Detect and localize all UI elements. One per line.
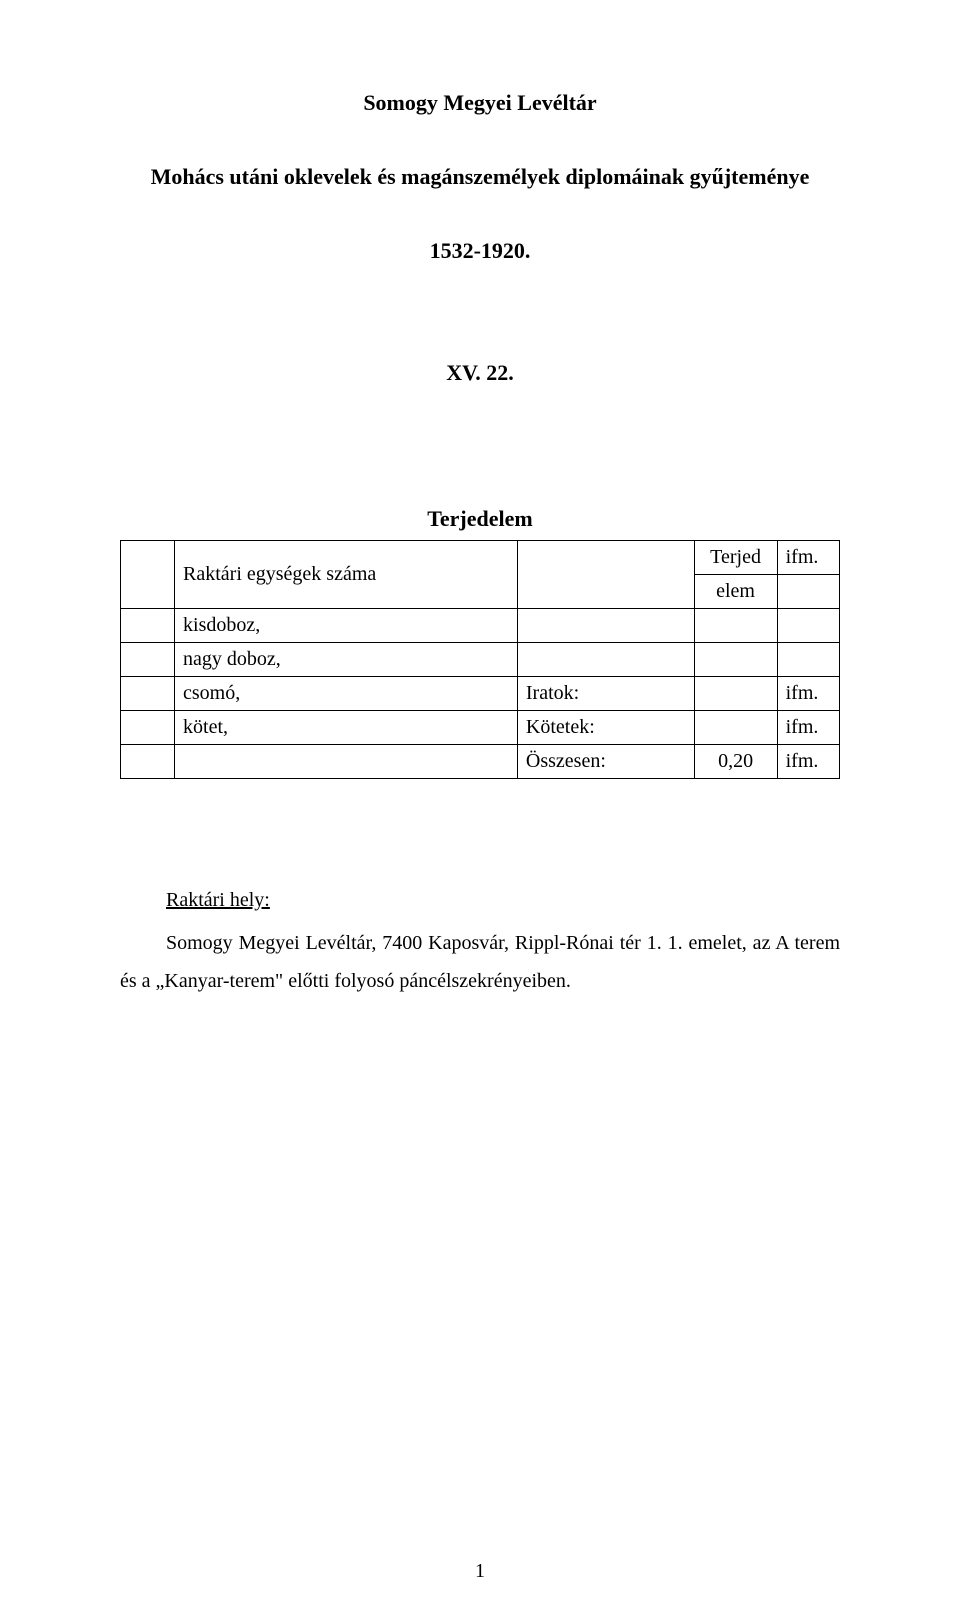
extent-header-bottom: elem <box>694 575 777 609</box>
archive-title: Somogy Megyei Levéltár <box>120 90 840 116</box>
storage-heading: Raktári hely: <box>120 889 840 912</box>
row-c5 <box>777 643 839 677</box>
row-c5: ifm. <box>777 711 839 745</box>
row-label: kötet, <box>175 711 518 745</box>
series-code: XV. 22. <box>120 360 840 386</box>
row-c4 <box>694 609 777 643</box>
row-c3 <box>517 643 694 677</box>
extent-table: Raktári egységek száma Terjed ifm. elem … <box>120 540 840 779</box>
row-c5 <box>777 609 839 643</box>
table-row: kisdoboz, <box>121 609 840 643</box>
year-range: 1532-1920. <box>120 238 840 264</box>
row-label: csomó, <box>175 677 518 711</box>
row-c5: ifm. <box>777 677 839 711</box>
table-row: Összesen: 0,20 ifm. <box>121 745 840 779</box>
row-c3: Iratok: <box>517 677 694 711</box>
extent-section: Terjedelem Raktári egységek száma Terjed… <box>120 506 840 779</box>
row-c4 <box>694 711 777 745</box>
row-c5: ifm. <box>777 745 839 779</box>
collection-title: Mohács utáni oklevelek és magánszemélyek… <box>120 164 840 190</box>
storage-body-text: Somogy Megyei Levéltár, 7400 Kaposvár, R… <box>120 932 840 992</box>
extent-heading: Terjedelem <box>120 506 840 532</box>
row-c3: Összesen: <box>517 745 694 779</box>
table-row: Raktári egységek száma Terjed ifm. <box>121 541 840 575</box>
table-row: csomó, Iratok: ifm. <box>121 677 840 711</box>
col-units-header: Raktári egységek száma <box>175 541 518 609</box>
row-c4 <box>694 677 777 711</box>
row-label: kisdoboz, <box>175 609 518 643</box>
row-label: nagy doboz, <box>175 643 518 677</box>
row-c3 <box>517 609 694 643</box>
extent-header-top: Terjed <box>694 541 777 575</box>
row-c4 <box>694 643 777 677</box>
page-number: 1 <box>0 1560 960 1583</box>
storage-section: Raktári hely: Somogy Megyei Levéltár, 74… <box>120 889 840 1000</box>
page: Somogy Megyei Levéltár Mohács utáni okle… <box>0 0 960 1000</box>
row-c4: 0,20 <box>694 745 777 779</box>
storage-body: Somogy Megyei Levéltár, 7400 Kaposvár, R… <box>120 924 840 1000</box>
table-row: kötet, Kötetek: ifm. <box>121 711 840 745</box>
table-row: nagy doboz, <box>121 643 840 677</box>
extent-unit-header: ifm. <box>777 541 839 575</box>
row-label <box>175 745 518 779</box>
row-c3: Kötetek: <box>517 711 694 745</box>
